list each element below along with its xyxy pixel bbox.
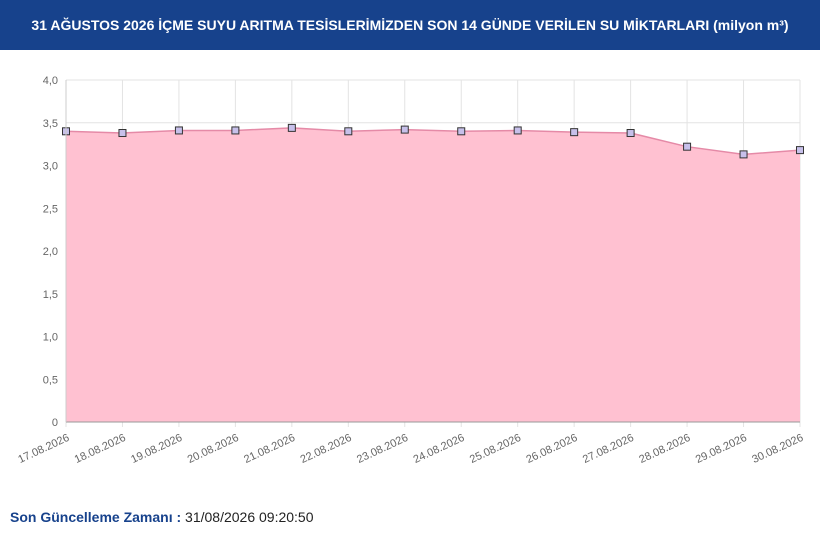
- x-tick-label: 24.08.2026: [412, 432, 467, 466]
- point: [570, 128, 579, 137]
- point: [174, 126, 183, 135]
- y-tick-label: 3,5: [43, 118, 58, 130]
- x-tick-label: 18.08.2026: [73, 432, 128, 466]
- footer: Son Güncelleme Zamanı : 31/08/2026 09:20…: [10, 509, 314, 525]
- y-tick-label: 1,0: [43, 332, 58, 344]
- footer-value: 31/08/2026 09:20:50: [185, 509, 314, 525]
- x-tick-label: 17.08.2026: [16, 432, 71, 466]
- y-tick-label: 0: [52, 417, 58, 429]
- point: [400, 125, 409, 134]
- point: [118, 129, 127, 138]
- x-tick-label: 20.08.2026: [186, 432, 241, 466]
- point: [457, 127, 466, 136]
- y-tick-label: 2,5: [43, 203, 58, 215]
- y-tick-label: 1,5: [43, 289, 58, 301]
- point: [683, 142, 692, 151]
- point: [513, 126, 522, 135]
- point: [231, 126, 240, 135]
- x-tick-label: 22.08.2026: [299, 432, 354, 466]
- x-tick-label: 26.08.2026: [524, 432, 579, 466]
- y-tick-label: 4,0: [43, 75, 58, 87]
- header-title: 31 AĞUSTOS 2026 İÇME SUYU ARITMA TESİSLE…: [0, 0, 820, 50]
- area: [66, 127, 800, 422]
- x-tick-label: 30.08.2026: [750, 432, 805, 466]
- x-tick-label: 28.08.2026: [637, 432, 692, 466]
- y-tick-label: 0,5: [43, 374, 58, 386]
- footer-label: Son Güncelleme Zamanı :: [10, 509, 182, 525]
- x-tick-label: 27.08.2026: [581, 432, 636, 466]
- line: [65, 127, 801, 156]
- chart: 0 0,5 1,0 1,5 2,0 2,5 3,0 3,5 4,0 17.08.2026 18.08…: [16, 75, 805, 466]
- x-tick-label: 23.08.2026: [355, 432, 410, 466]
- x-tick-label: 29.08.2026: [694, 432, 749, 466]
- x-tick-label: 21.08.2026: [242, 432, 297, 466]
- point: [739, 150, 748, 159]
- x-tick-label: 25.08.2026: [468, 432, 523, 466]
- y-tick-label: 3,0: [43, 161, 58, 173]
- x-tick-label: 19.08.2026: [129, 432, 184, 466]
- point: [287, 123, 296, 132]
- y-tick-label: 2,0: [43, 246, 58, 258]
- point: [344, 127, 353, 136]
- point: [796, 146, 804, 155]
- point: [626, 129, 635, 138]
